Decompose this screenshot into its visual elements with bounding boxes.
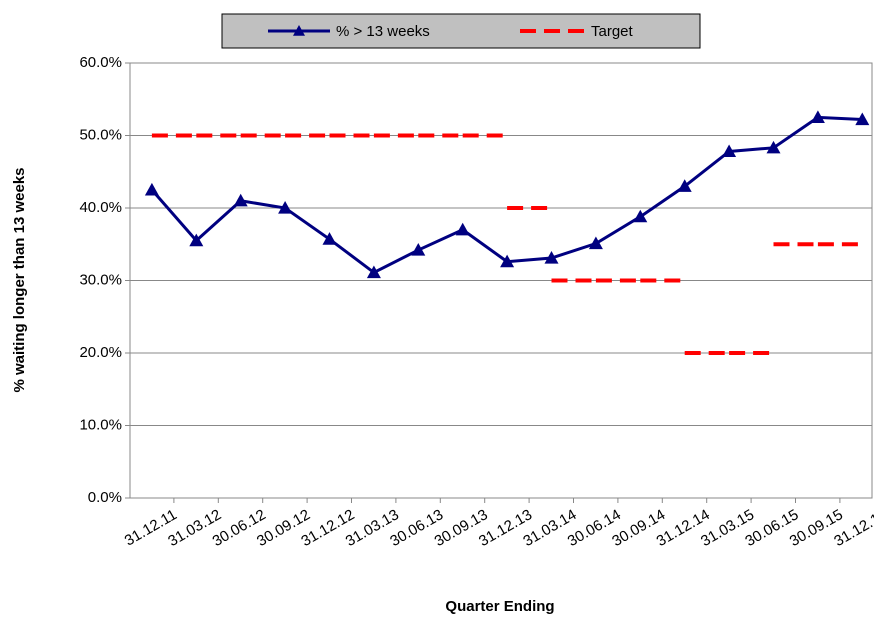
point-marker [455,222,470,236]
point-marker [855,112,870,126]
y-tick-label: 10.0% [79,416,122,433]
y-tick-label: 40.0% [79,199,122,216]
legend-marker [293,25,305,36]
point-marker [500,254,515,268]
y-axis-label: % waiting longer than 13 weeks [11,167,28,392]
y-tick-label: 50.0% [79,126,122,143]
y-tick-label: 20.0% [79,344,122,361]
point-marker [544,251,559,264]
legend-label: Target [591,23,634,40]
point-marker [144,182,159,196]
point-marker [278,201,293,214]
y-tick-label: 60.0% [79,54,122,71]
point-marker [722,144,737,158]
point-marker [677,179,692,192]
y-tick-label: 30.0% [79,271,122,288]
point-marker [322,232,337,245]
point-marker [233,193,248,207]
point-marker [411,243,426,256]
point-marker [366,265,381,279]
point-marker [633,209,648,223]
point-marker [766,140,781,154]
y-tick-label: 0.0% [88,489,122,506]
point-marker [189,233,204,247]
point-marker [810,110,825,123]
legend-label: % > 13 weeks [336,23,430,40]
x-axis-label: Quarter Ending [445,598,554,615]
point-marker [588,236,603,250]
